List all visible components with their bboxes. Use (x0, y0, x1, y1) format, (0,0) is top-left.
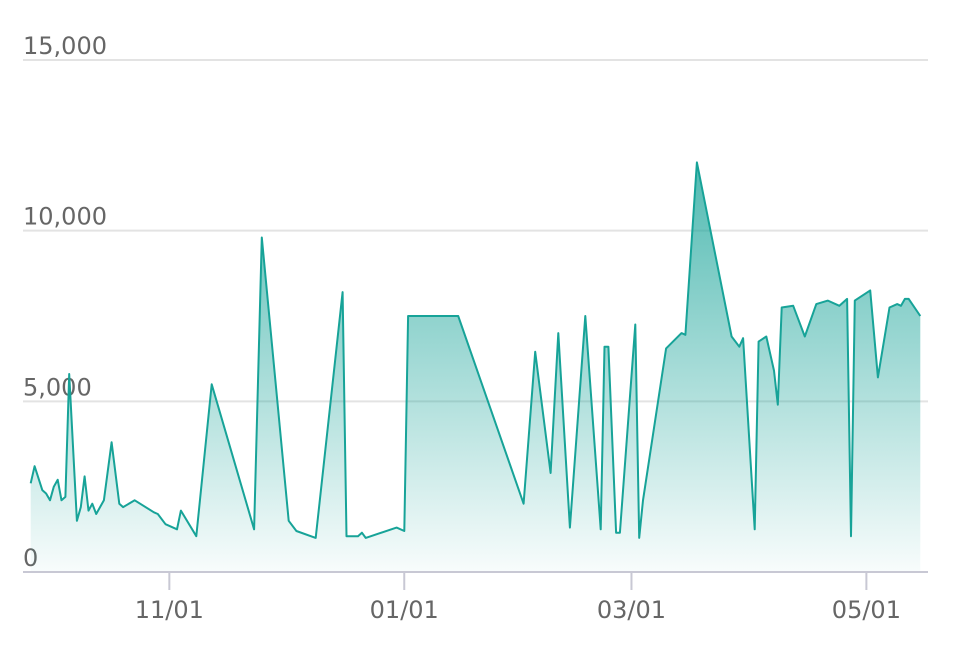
x-tick-label: 05/01 (832, 596, 901, 624)
x-tick-label: 11/01 (135, 596, 204, 624)
y-tick-label: 15,000 (23, 32, 107, 60)
x-tick-label: 03/01 (597, 596, 666, 624)
y-tick-label: 10,000 (23, 203, 107, 231)
y-tick-label: 5,000 (23, 373, 92, 401)
x-tick-label: 01/01 (370, 596, 439, 624)
line (29, 161, 922, 539)
